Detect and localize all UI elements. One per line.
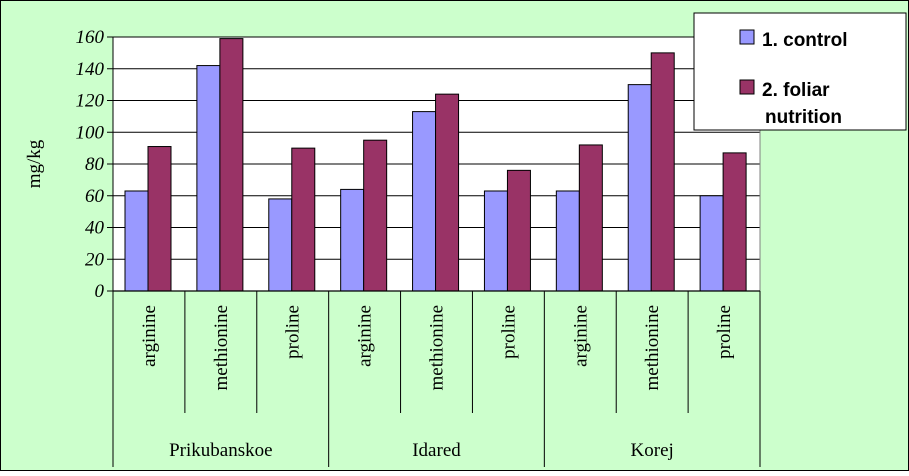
legend-label-control: 1. control: [762, 30, 848, 51]
bar-foliar-proline: [291, 147, 316, 292]
bar-control-methionine: [412, 111, 437, 292]
bar-control-arginine: [555, 190, 580, 292]
category-label: methionine: [427, 305, 448, 390]
category-label: proline: [498, 305, 519, 359]
category-label: arginine: [355, 305, 376, 367]
legend-label-foliar: nutrition: [765, 107, 842, 128]
legend-label-foliar: 2. foliar: [762, 80, 830, 101]
category-label: proline: [283, 305, 304, 359]
bar-foliar-proline: [506, 169, 531, 292]
category-label: arginine: [139, 305, 160, 367]
bar-control-arginine: [340, 188, 365, 292]
group-label: Prikubanskoe: [169, 440, 272, 461]
y-tick-label: 20: [85, 249, 105, 270]
bar-foliar-methionine: [435, 93, 460, 292]
bar-foliar-methionine: [219, 38, 244, 292]
legend-box: [693, 12, 907, 131]
y-tick-label: 100: [76, 122, 105, 143]
bar-control-proline: [268, 198, 293, 292]
group-label: Korej: [631, 440, 674, 461]
y-tick-label: 60: [85, 186, 105, 207]
legend-swatch-foliar: [739, 79, 755, 95]
y-axis-title: mg/kg: [24, 139, 45, 188]
bar-control-methionine: [196, 65, 221, 292]
bar-control-methionine: [627, 84, 652, 292]
y-tick-label: 120: [76, 91, 105, 112]
bar-control-proline: [699, 195, 724, 292]
category-label: arginine: [570, 305, 591, 367]
bar-control-arginine: [124, 190, 149, 292]
y-tick-label: 160: [76, 27, 105, 48]
bar-foliar-arginine: [363, 139, 388, 292]
category-label: proline: [714, 305, 735, 359]
y-tick-label: 40: [85, 218, 105, 239]
bar-foliar-arginine: [578, 144, 603, 292]
group-label: Idared: [412, 440, 461, 461]
bar-foliar-arginine: [147, 146, 172, 292]
legend-swatch-control: [739, 29, 755, 45]
bar-foliar-proline: [722, 152, 747, 292]
y-tick-label: 0: [95, 281, 105, 302]
bar-foliar-methionine: [650, 52, 675, 292]
y-tick-label: 80: [85, 154, 105, 175]
category-label: methionine: [211, 305, 232, 390]
category-label: methionine: [642, 305, 663, 390]
bar-control-proline: [483, 190, 508, 292]
y-tick-label: 140: [76, 59, 105, 80]
